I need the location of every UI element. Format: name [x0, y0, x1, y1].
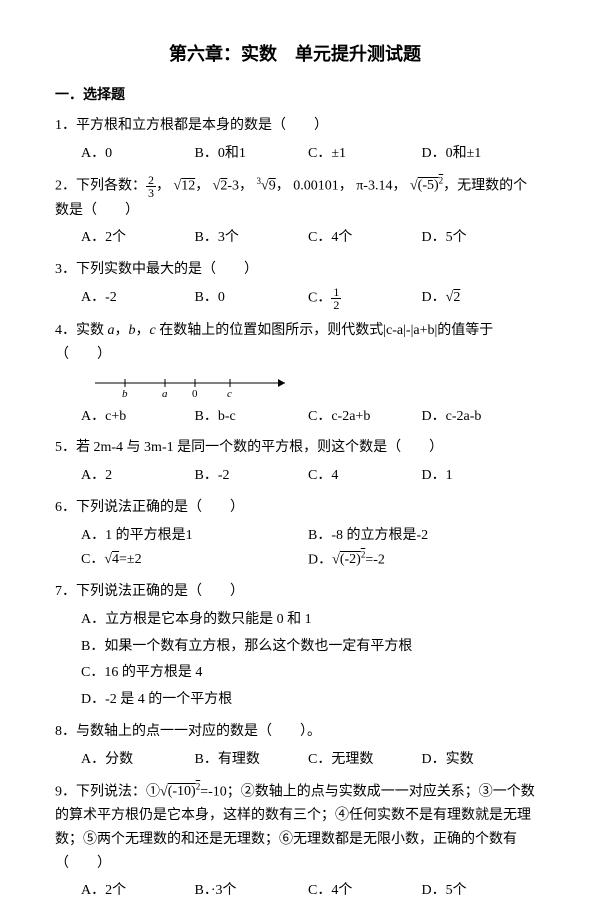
opt-d: D．0和±1 — [422, 142, 536, 166]
question-6: 6．下列说法正确的是（ ） A．1 的平方根是1 B．-8 的立方根是-2 C．… — [55, 496, 535, 572]
options: A．c+b B．b-c C．c-2a+b D．c-2a-b — [55, 405, 535, 429]
opt-a: A．c+b — [81, 405, 195, 429]
opt-c: C．±1 — [308, 142, 422, 166]
opt-d: D．√(-2)2=-2 — [308, 548, 535, 572]
question-7: 7．下列说法正确的是（ ） A．立方根是它本身的数只能是 0 和 1 B．如果一… — [55, 580, 535, 712]
question-5: 5．若 2m-4 与 3m-1 是同一个数的平方根，则这个数是（ ） A．2 B… — [55, 436, 535, 488]
svg-text:0: 0 — [192, 388, 198, 399]
question-8: 8．与数轴上的点一一对应的数是（ ）。 A．分数 B．有理数 C．无理数 D．实… — [55, 720, 535, 772]
q-num: 3． — [55, 262, 76, 277]
opt-d: D．c-2a-b — [422, 405, 536, 429]
question-9: 9．下列说法：①√(-10)2=-10；②数轴上的点与实数成一一对应关系；③一个… — [55, 780, 535, 903]
options: A．分数 B．有理数 C．无理数 D．实数 — [55, 748, 535, 772]
opt-a: A．2 — [81, 464, 195, 488]
opt-d: D．√2 — [422, 286, 536, 311]
opt-a: A．-2 — [81, 286, 195, 311]
section-heading: 一．选择题 — [55, 84, 535, 104]
opt-a: A．立方根是它本身的数只能是 0 和 1 — [55, 608, 535, 632]
opt-a: A．0 — [81, 142, 195, 166]
opt-b: B．如果一个数有立方根，那么这个数也一定有平方根 — [55, 635, 535, 659]
q-num: 1． — [55, 118, 76, 133]
q-stem: 下列实数中最大的是（ ） — [76, 262, 258, 277]
opt-a: A．分数 — [81, 748, 195, 772]
question-2: 2．下列各数：23， √12， √2-3， 3√9， 0.00101， π-3.… — [55, 174, 535, 251]
svg-text:c: c — [227, 388, 232, 399]
page-title: 第六章：实数 单元提升测试题 — [55, 40, 535, 66]
q-stem-prefix: 实数 a，b，c 在数轴上 — [76, 323, 215, 338]
q-num: 2． — [55, 178, 76, 193]
q-num: 5． — [55, 440, 76, 455]
opt-b: B．有理数 — [195, 748, 309, 772]
opt-d: D．5个 — [422, 226, 536, 250]
q-stem: 平方根和立方根都是本身的数是（ ） — [76, 118, 328, 133]
q-stem: 若 2m-4 与 3m-1 是同一个数的平方根，则这个数是（ ） — [76, 440, 443, 455]
opt-d: D．实数 — [422, 748, 536, 772]
opt-d: D．1 — [422, 464, 536, 488]
opt-b: B．0 — [195, 286, 309, 311]
opt-a: A．1 的平方根是1 — [81, 524, 308, 548]
opt-b: B．0和1 — [195, 142, 309, 166]
number-line-figure: b a 0 c — [55, 373, 535, 399]
q-stem-prefix: 下列各数： — [76, 178, 146, 193]
opt-c: C．4个 — [308, 879, 422, 903]
opt-d: D．-2 是 4 的一个平方根 — [55, 688, 535, 712]
q-num: 7． — [55, 584, 76, 599]
opt-b: B．-8 的立方根是-2 — [308, 524, 535, 548]
options: A．0 B．0和1 C．±1 D．0和±1 — [55, 142, 535, 166]
q-stem: 与数轴上的点一一对应的数是（ ）。 — [76, 724, 321, 739]
fraction-icon: 23 — [146, 174, 156, 199]
options: A．2 B．-2 C．4 D．1 — [55, 464, 535, 488]
q-num: 6． — [55, 500, 76, 515]
opt-b: B．b-c — [195, 405, 309, 429]
question-3: 3．下列实数中最大的是（ ） A．-2 B．0 C．12 D．√2 — [55, 258, 535, 311]
opt-c: C．16 的平方根是 4 — [55, 661, 535, 685]
opt-a: A．2个 — [81, 226, 195, 250]
opt-c: C．√4=±2 — [81, 548, 308, 572]
options: A．2个 B．·3个 C．4个 D．5个 — [55, 879, 535, 903]
opt-d: D．5个 — [422, 879, 536, 903]
q-num: 8． — [55, 724, 76, 739]
opt-c: C．c-2a+b — [308, 405, 422, 429]
opt-b: B．·3个 — [195, 879, 309, 903]
opt-c: C．4 — [308, 464, 422, 488]
opt-b: B．-2 — [195, 464, 309, 488]
svg-text:b: b — [122, 388, 128, 399]
options: A．2个 B．3个 C．4个 D．5个 — [55, 226, 535, 250]
q-num: 9． — [55, 784, 76, 799]
question-4: 4．实数 a，b，c 在数轴上的位置如图所示，则代数式|c-a|-|a+b|的值… — [55, 319, 535, 428]
fraction-icon: 12 — [331, 286, 341, 311]
q-stem: 下列说法正确的是（ ） — [76, 584, 244, 599]
q-stem: 下列说法正确的是（ ） — [76, 500, 244, 515]
opt-c: C．12 — [308, 286, 422, 311]
opt-b: B．3个 — [195, 226, 309, 250]
options: A．1 的平方根是1 B．-8 的立方根是-2 C．√4=±2 D．√(-2)2… — [55, 524, 535, 572]
q-stem-pre: 下列说法：① — [76, 784, 160, 799]
opt-a: A．2个 — [81, 879, 195, 903]
options: A．-2 B．0 C．12 D．√2 — [55, 286, 535, 311]
q-num: 4． — [55, 323, 76, 338]
question-1: 1．平方根和立方根都是本身的数是（ ） A．0 B．0和1 C．±1 D．0和±… — [55, 114, 535, 166]
opt-c: C．4个 — [308, 226, 422, 250]
opt-c: C．无理数 — [308, 748, 422, 772]
svg-text:a: a — [162, 388, 168, 399]
